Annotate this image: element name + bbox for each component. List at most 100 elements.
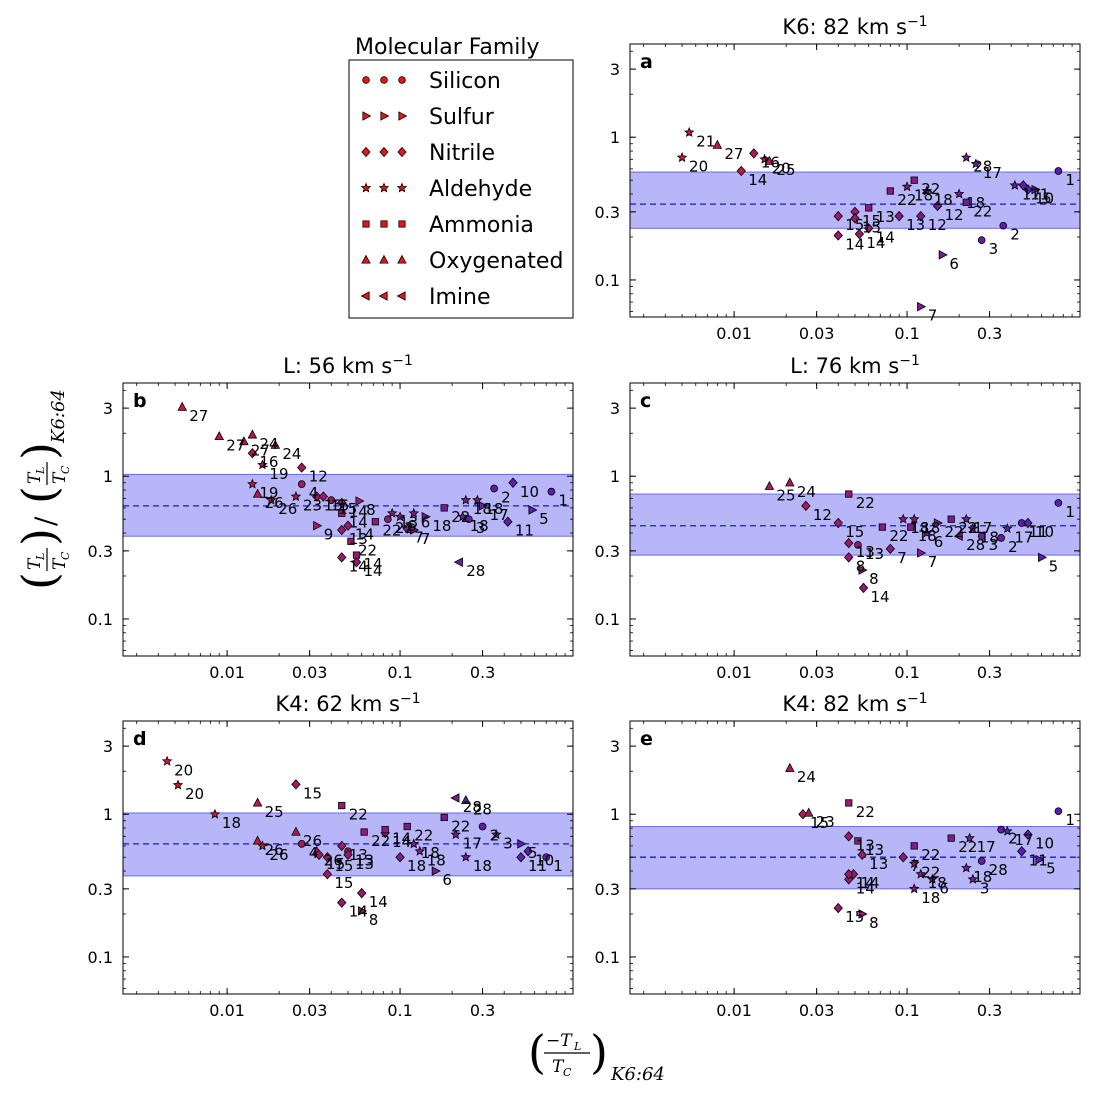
point-label: 18 [934,191,953,209]
data-point-diamond [1018,180,1028,191]
point-label: 15 [845,908,864,926]
data-point-tri-up [247,429,258,439]
data-point-diamond [312,491,322,502]
data-point-square [947,834,955,842]
data-point-diamond [343,849,353,860]
y-tick-label: 3 [103,399,113,418]
data-point-diamond [916,210,926,222]
legend-marker-tri-left [360,291,370,301]
point-label: 26 [278,500,297,518]
point-label: 13 [399,513,418,531]
data-point-diamond [833,902,843,914]
point-label: 14 [866,234,885,252]
point-label: 26 [324,851,343,869]
panel-title-sup: −1 [899,353,920,369]
point-label: 22 [451,817,470,835]
data-point-diamond [337,897,347,908]
point-label: 19 [259,484,278,502]
point-label: 17 [1022,185,1041,203]
data-point-diamond [1023,829,1033,840]
point-label: 10 [1035,523,1054,541]
point-label: 10 [1035,190,1054,208]
legend-entry-ammonia: Ammonia [362,213,534,238]
data-point-star [953,188,965,199]
point-label: 22 [358,541,377,559]
point-label: 22 [921,846,940,864]
point-label: 18 [921,519,940,537]
x-tick-label: 0.3 [470,1001,495,1020]
point-label: 7 [414,529,424,547]
point-label: 8 [366,501,376,519]
y-tick-label: 0.3 [595,203,620,222]
x-tick-label: 0.1 [387,663,412,682]
y-tick-label: 0.1 [595,271,620,290]
point-label: 25 [776,161,795,179]
data-point-square [962,198,970,206]
data-point-square [440,504,448,512]
point-label: 14 [349,903,368,921]
x-tick-label: 0.3 [977,663,1002,682]
point-label: 14 [349,557,368,575]
data-point-circle [1054,499,1063,507]
x-label-den-sub: C [563,1066,572,1079]
data-point-square [886,187,894,195]
data-point-diamond [402,523,412,534]
data-point-star [964,832,975,843]
data-point-tri-right [313,520,323,531]
data-point-star [676,152,688,163]
y-tick-label: 0.1 [88,610,113,629]
point-label: 7 [910,857,920,875]
point-label: 11 [1030,185,1049,203]
point-label: 26 [303,832,322,850]
data-point-circle [977,857,986,865]
y-tick-label: 0.1 [595,948,620,967]
data-point-star [1009,179,1021,190]
point-label: 18 [918,527,937,545]
legend-marker-circle [380,76,388,84]
legend-entry-oxygenated: Oxygenated [361,249,563,274]
point-label: 24 [259,435,278,453]
data-point-tri-right [421,511,431,522]
data-point-star [408,838,420,849]
data-point-tri-right [917,301,927,312]
point-label: 22 [382,522,401,540]
data-point-diamond [932,200,943,212]
point-label: 1 [553,857,563,875]
point-label: 14 [871,588,890,606]
data-point-diamond [322,851,333,863]
data-point-tri-up [461,794,471,805]
point-label: 2 [501,489,511,507]
panel-title-sup: −1 [392,353,413,369]
panel-letter: a [640,51,653,73]
data-point-star [386,507,398,518]
legend-label: Nitrile [429,141,495,166]
point-label: 14 [876,228,895,246]
point-label: 5 [1046,860,1056,878]
point-label: 15 [862,218,881,236]
x-tick-label: 0.01 [209,663,245,682]
y-label-open-paren-2: ( [12,486,66,504]
data-point-tri-right [858,565,868,575]
legend-marker-star [360,182,372,193]
legend-title: Molecular Family [355,35,540,60]
y-label-num-b: T [25,471,45,484]
legend-marker-tri-left [396,291,406,301]
point-label: 18 [473,500,492,518]
data-point-diamond [864,223,874,234]
point-label: 17 [973,519,992,537]
x-tick-label: 0.1 [387,1001,412,1020]
data-point-tri-right [1038,552,1048,563]
panel-title: L: 56 km s−1 [283,353,413,378]
panel-title: K4: 62 km s−1 [275,691,420,716]
data-point-tri-right [410,525,420,535]
point-label: 14 [392,833,411,851]
point-label: 18 [473,857,492,875]
point-label: 3 [476,519,486,537]
x-tick-label: 0.01 [209,1001,245,1020]
point-label: 3 [989,240,999,258]
data-point-diamond [322,869,333,880]
point-label: 24 [797,483,816,501]
data-point-diamond [314,849,324,860]
x-tick-label: 0.3 [977,1001,1002,1020]
legend-marker-diamond [361,146,371,158]
